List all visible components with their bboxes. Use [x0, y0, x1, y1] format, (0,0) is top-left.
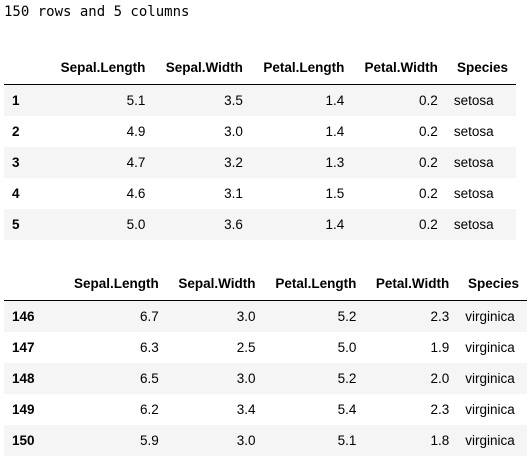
- head-table-body: 1 5.1 3.5 1.4 0.2 setosa 2 4.9 3.0 1.4 0…: [4, 84, 516, 240]
- cell-petal-length: 5.2: [337, 308, 357, 324]
- cell-species: setosa: [453, 216, 494, 232]
- cell-petal-width: 2.0: [430, 370, 450, 386]
- cell-petal-length: 1.3: [325, 154, 345, 170]
- row-index: 3: [12, 154, 20, 170]
- cell-petal-length: 1.4: [325, 216, 345, 232]
- cell-sepal-length: 5.0: [126, 216, 146, 232]
- column-header-petal-length: Petal.Length: [263, 266, 365, 301]
- cell-petal-length: 1.4: [325, 92, 345, 108]
- cell-sepal-length: 5.9: [139, 432, 159, 448]
- tail-table-body: 146 6.7 3.0 5.2 2.3 virginica 147 6.3 2.…: [4, 300, 527, 456]
- column-header-sepal-length: Sepal.Length: [48, 50, 154, 85]
- row-index: 148: [12, 370, 35, 386]
- cell-sepal-width: 3.6: [224, 216, 243, 232]
- cell-petal-width: 2.3: [430, 401, 450, 417]
- column-header-sepal-width: Sepal.Width: [166, 266, 264, 301]
- cell-sepal-length: 6.3: [139, 339, 159, 355]
- cell-species: virginica: [465, 370, 515, 386]
- cell-sepal-width: 3.5: [224, 92, 243, 108]
- cell-petal-length: 5.0: [337, 339, 357, 355]
- row-index: 150: [12, 432, 35, 448]
- row-index: 2: [12, 123, 20, 139]
- cell-sepal-length: 6.5: [139, 370, 159, 386]
- cell-species: virginica: [465, 401, 515, 417]
- cell-petal-length: 5.1: [337, 432, 357, 448]
- column-header-species: Species: [457, 266, 527, 301]
- cell-species: setosa: [453, 154, 494, 170]
- table-row: 148 6.5 3.0 5.2 2.0 virginica: [4, 362, 527, 394]
- table-row: 1 5.1 3.5 1.4 0.2 setosa: [4, 84, 516, 116]
- table-row: 147 6.3 2.5 5.0 1.9 virginica: [4, 331, 527, 363]
- cell-species: virginica: [465, 308, 515, 324]
- dataframe-summary: 150 rows and 5 columns: [4, 4, 190, 20]
- column-header-sepal-width: Sepal.Width: [153, 50, 251, 85]
- cell-petal-width: 0.2: [419, 92, 438, 108]
- head-table-header: Sepal.Length Sepal.Width Petal.Length Pe…: [4, 50, 516, 85]
- cell-species: setosa: [453, 92, 494, 108]
- table-row: 4 4.6 3.1 1.5 0.2 setosa: [4, 177, 516, 209]
- cell-petal-length: 5.2: [337, 370, 357, 386]
- row-index: 4: [12, 185, 20, 201]
- column-header-sepal-length: Sepal.Length: [62, 266, 167, 301]
- column-header-petal-length: Petal.Length: [250, 50, 353, 85]
- cell-petal-width: 0.2: [419, 123, 438, 139]
- cell-sepal-width: 2.5: [236, 339, 256, 355]
- cell-sepal-width: 3.2: [224, 154, 243, 170]
- cell-species: virginica: [465, 432, 515, 448]
- table-row: 2 4.9 3.0 1.4 0.2 setosa: [4, 115, 516, 147]
- tail-table-header: Sepal.Length Sepal.Width Petal.Length Pe…: [4, 266, 527, 301]
- cell-sepal-length: 6.2: [139, 401, 159, 417]
- cell-petal-width: 1.8: [430, 432, 450, 448]
- cell-sepal-width: 3.1: [224, 185, 243, 201]
- cell-petal-length: 1.5: [325, 185, 345, 201]
- cell-sepal-length: 5.1: [126, 92, 146, 108]
- cell-sepal-length: 4.7: [126, 154, 146, 170]
- cell-sepal-width: 3.0: [224, 123, 243, 139]
- cell-sepal-length: 4.6: [126, 185, 146, 201]
- cell-sepal-length: 6.7: [139, 308, 159, 324]
- cell-sepal-width: 3.4: [236, 401, 256, 417]
- cell-sepal-width: 3.0: [236, 370, 256, 386]
- index-header: [4, 50, 48, 85]
- row-index: 1: [12, 92, 20, 108]
- table-row: 146 6.7 3.0 5.2 2.3 virginica: [4, 300, 527, 332]
- row-index: 147: [12, 339, 35, 355]
- table-row: 3 4.7 3.2 1.3 0.2 setosa: [4, 146, 516, 178]
- row-index: 149: [12, 401, 35, 417]
- head-table: Sepal.Length Sepal.Width Petal.Length Pe…: [4, 50, 516, 240]
- column-header-petal-width: Petal.Width: [352, 50, 446, 85]
- table-row: 149 6.2 3.4 5.4 2.3 virginica: [4, 393, 527, 425]
- cell-petal-length: 5.4: [337, 401, 357, 417]
- cell-petal-width: 0.2: [419, 216, 438, 232]
- cell-petal-width: 2.3: [430, 308, 450, 324]
- column-header-petal-width: Petal.Width: [364, 266, 458, 301]
- index-header: [4, 266, 62, 301]
- table-row: 150 5.9 3.0 5.1 1.8 virginica: [4, 424, 527, 456]
- cell-petal-length: 1.4: [325, 123, 345, 139]
- table-row: 5 5.0 3.6 1.4 0.2 setosa: [4, 208, 516, 240]
- cell-sepal-length: 4.9: [126, 123, 146, 139]
- cell-species: virginica: [465, 339, 515, 355]
- column-header-species: Species: [445, 50, 516, 85]
- cell-sepal-width: 3.0: [236, 308, 256, 324]
- cell-petal-width: 1.9: [430, 339, 450, 355]
- cell-species: setosa: [453, 185, 494, 201]
- cell-petal-width: 0.2: [419, 185, 438, 201]
- tail-table: Sepal.Length Sepal.Width Petal.Length Pe…: [4, 266, 527, 456]
- row-index: 5: [12, 216, 20, 232]
- cell-species: setosa: [453, 123, 494, 139]
- row-index: 146: [12, 308, 35, 324]
- cell-petal-width: 0.2: [419, 154, 438, 170]
- cell-sepal-width: 3.0: [236, 432, 256, 448]
